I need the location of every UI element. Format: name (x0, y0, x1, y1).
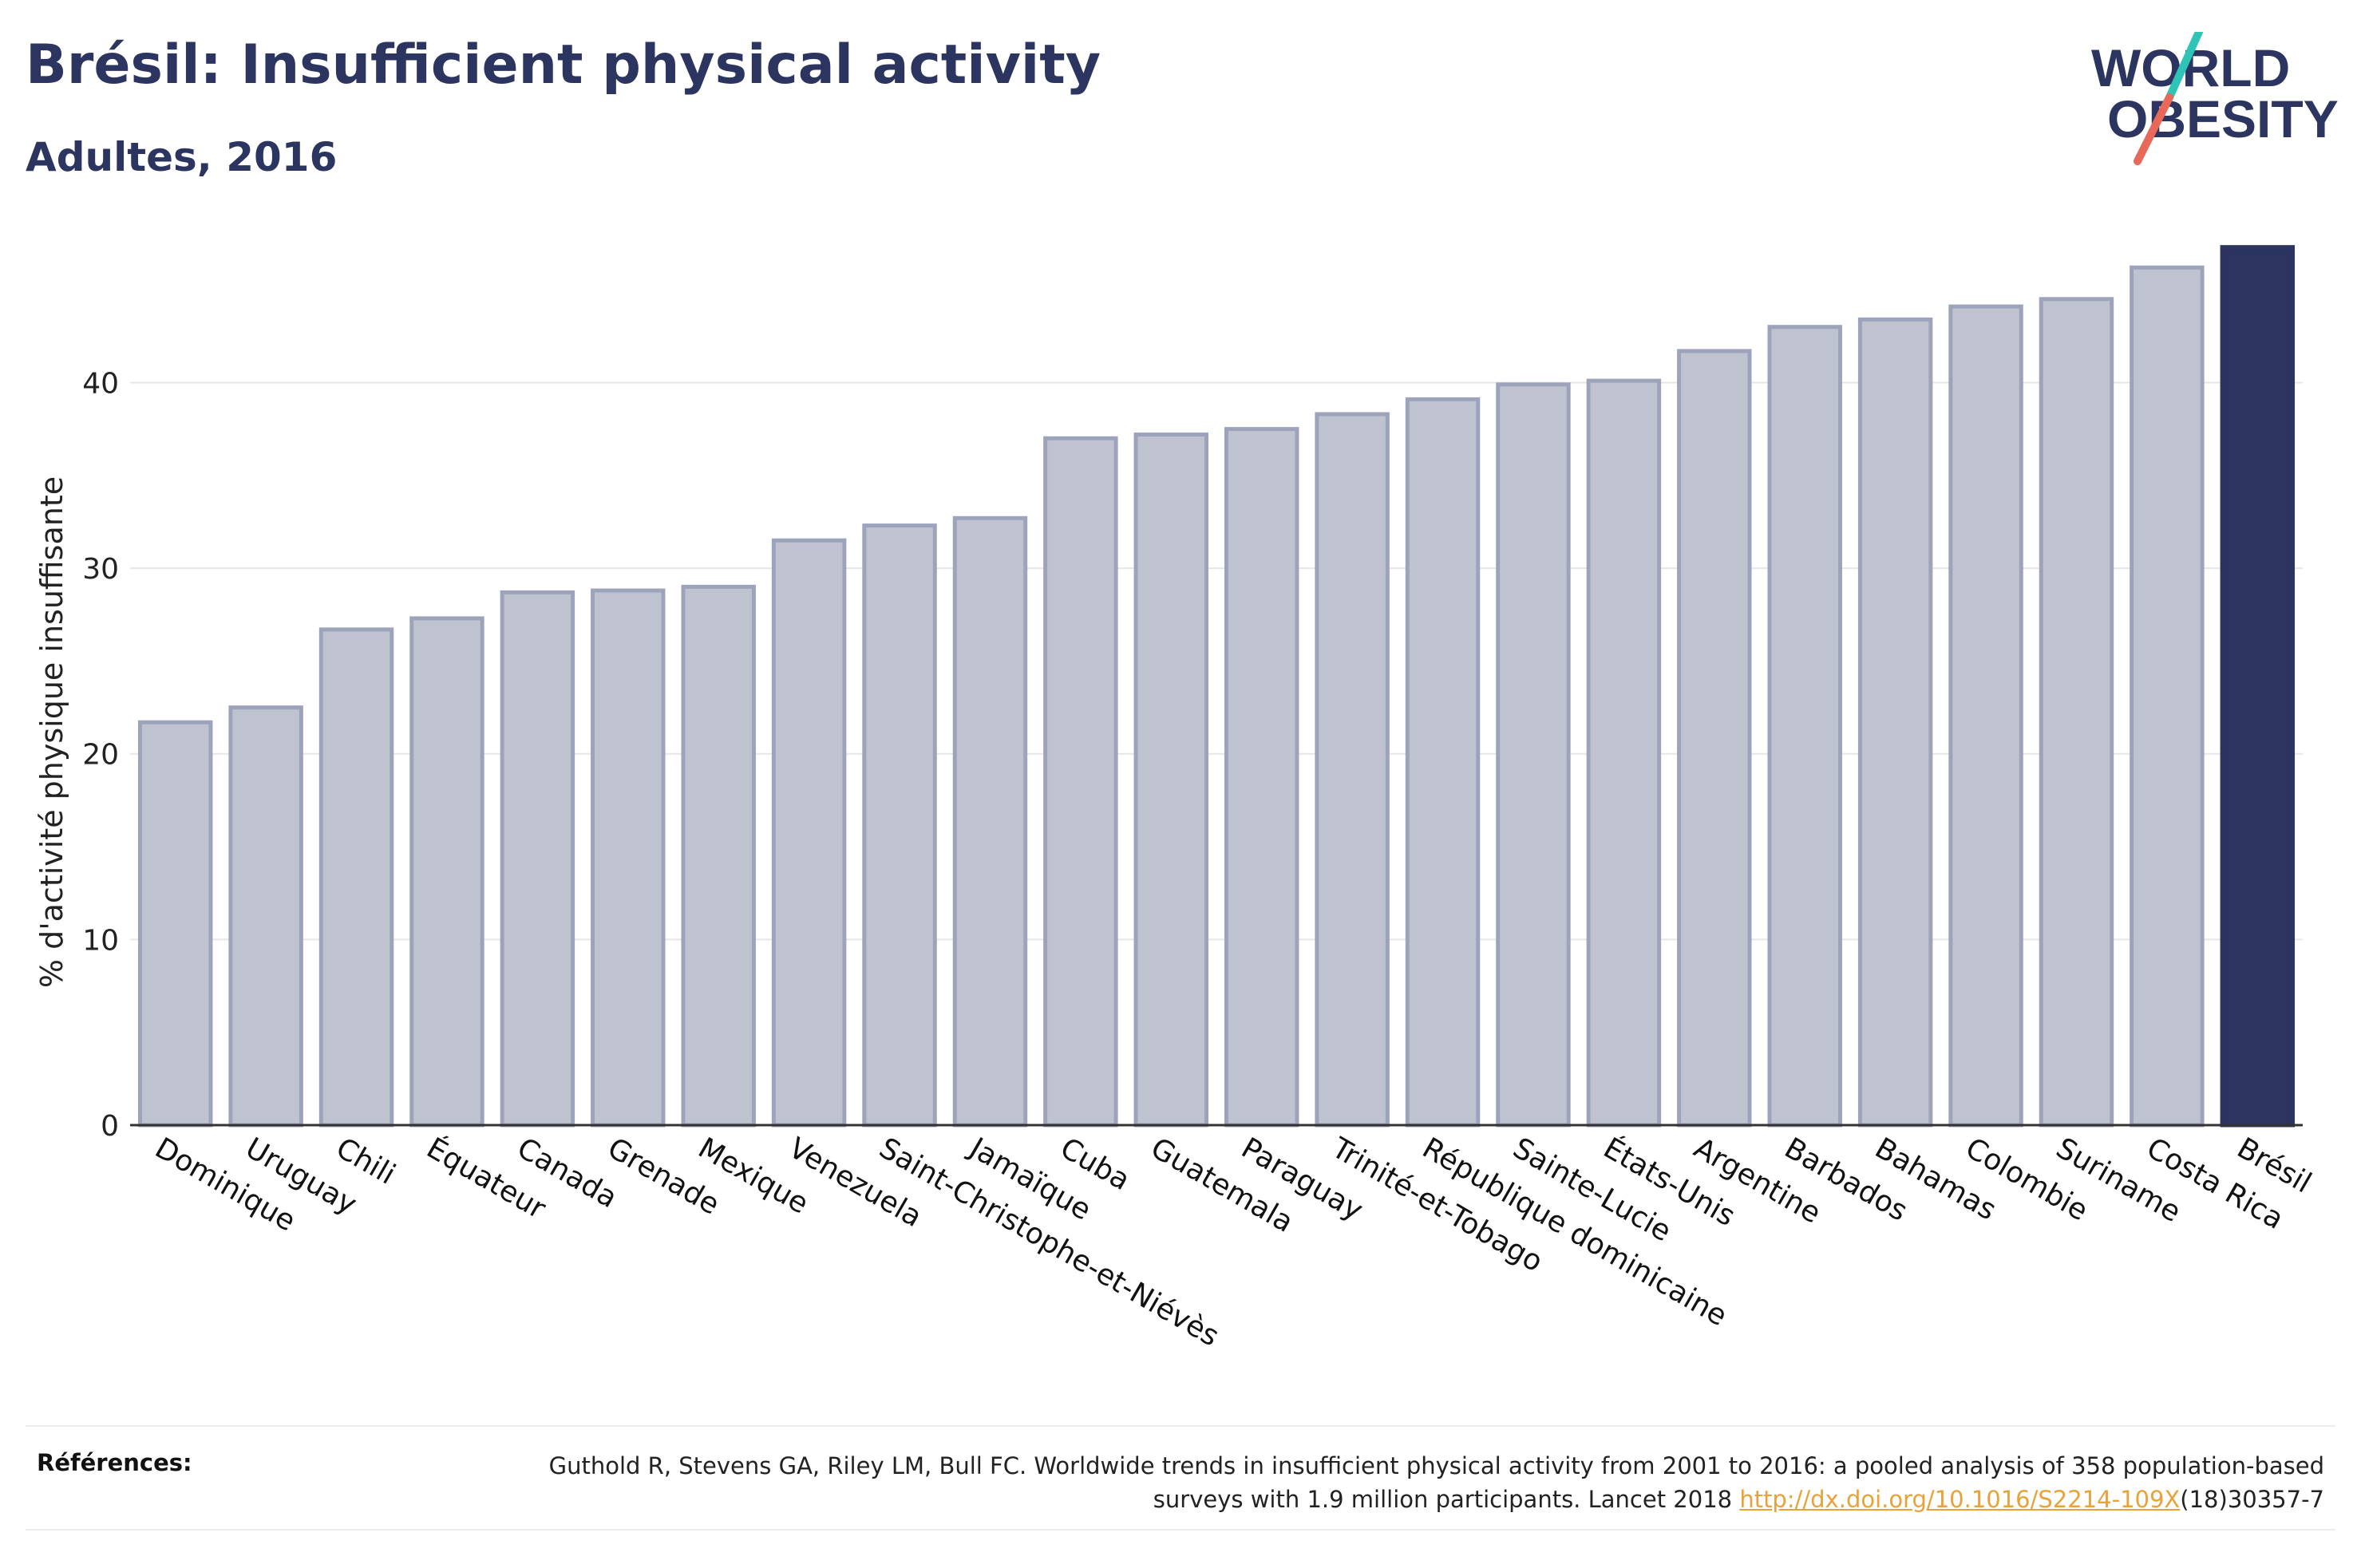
references-text: Guthold R, Stevens GA, Riley LM, Bull FC… (488, 1449, 2324, 1516)
page-subtitle: Adultes, 2016 (26, 134, 338, 180)
bar-etats-unis (1586, 378, 1662, 1128)
grid-lines (130, 381, 2303, 941)
bar-bresil (2220, 245, 2296, 1128)
bars (137, 245, 2296, 1128)
references-box: Références: Guthold R, Stevens GA, Riley… (26, 1425, 2335, 1530)
bar-canada (500, 590, 575, 1128)
bar-jamaique (952, 515, 1028, 1128)
y-tick-label: 30 (82, 553, 119, 586)
references-doi-link[interactable]: http://dx.doi.org/10.1016/S2214-109X (1739, 1486, 2181, 1513)
references-label: Références: (37, 1449, 192, 1476)
y-tick-labels: 0 10 20 30 40 (82, 367, 119, 1143)
references-citation: Guthold R, Stevens GA, Riley LM, Bull FC… (548, 1452, 2324, 1513)
bar-cuba (1043, 436, 1118, 1128)
bar-costa-rica (2130, 265, 2205, 1128)
references-citation-end: (18)30357-7 (2180, 1486, 2324, 1513)
bar-guatemala (1133, 432, 1209, 1128)
bar-grenade (591, 588, 666, 1128)
bar-dominique (137, 720, 213, 1128)
y-tick-label: 20 (82, 739, 119, 772)
world-obesity-logo: WORLD OBESITY (2091, 32, 2339, 165)
bar-chili (318, 627, 394, 1128)
bar-equateur (409, 616, 484, 1128)
y-tick-label: 10 (82, 924, 119, 957)
bar-bahamas (1857, 317, 1933, 1128)
y-tick-label: 40 (82, 367, 119, 400)
bar-trinite-et-tobago (1315, 412, 1390, 1128)
bar-argentine (1677, 349, 1752, 1128)
bar-colombie (1948, 304, 2023, 1128)
y-tick-label: 0 (101, 1110, 119, 1143)
bar-paraguay (1224, 427, 1299, 1128)
bar-mexique (681, 584, 756, 1128)
bar-suriname (2039, 297, 2114, 1128)
bar-venezuela (771, 538, 847, 1128)
bar-saint-christophe-et-nieves (862, 523, 937, 1128)
bar-uruguay (228, 705, 303, 1128)
logo-slash-bottom (2134, 93, 2173, 165)
bar-barbados (1767, 325, 1842, 1128)
logo-slash-top (2165, 32, 2203, 101)
page-title: Brésil: Insufficient physical activity (26, 34, 1101, 97)
bar-sainte-lucie (1496, 382, 1571, 1128)
y-axis-label: % d'activité physique insuffisante (34, 476, 69, 988)
bar-republique-dominicaine (1405, 397, 1481, 1128)
